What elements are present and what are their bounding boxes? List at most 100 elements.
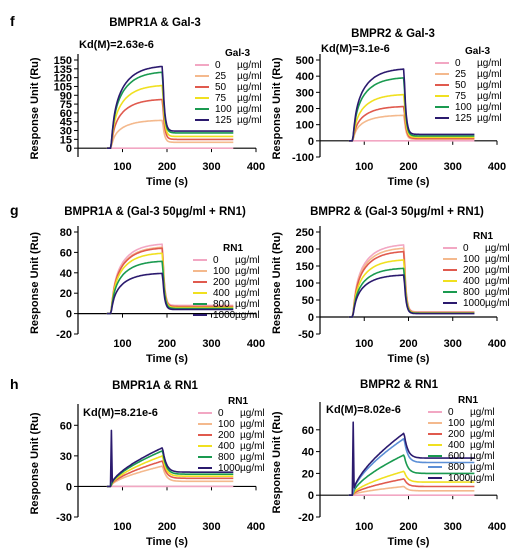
legend-label: 800 — [463, 287, 480, 298]
legend-unit: µg/ml — [240, 419, 265, 430]
legend-title: Gal-3 — [225, 48, 250, 59]
series-line-200 — [106, 460, 234, 488]
legend-label: 100 — [448, 418, 465, 429]
legend-label: 100 — [213, 266, 230, 277]
legend-unit: µg/ml — [477, 58, 502, 69]
series-line-1000 — [106, 429, 234, 488]
y-tick-label: -20 — [298, 512, 314, 524]
y-tick-label: 200 — [296, 104, 314, 116]
y-tick-label: 0 — [308, 136, 314, 148]
series-line-400 — [348, 259, 475, 318]
y-tick-label: 30 — [60, 451, 72, 463]
y-tick-label: 60 — [60, 420, 72, 432]
y-axis-label: Response Unit (Ru) — [29, 412, 41, 514]
legend-label: 0 — [463, 243, 469, 254]
y-tick-label: 0 — [66, 143, 72, 155]
legend-label: 200 — [218, 430, 235, 441]
legend-label: 200 — [448, 429, 465, 440]
series-line-1000 — [348, 274, 475, 318]
legend: RN1 0 µg/ml 100 µg/ml 200 µg/ml 400 µg/ml 600 µg/m… — [428, 395, 495, 484]
legend-unit: µg/ml — [485, 243, 510, 254]
x-tick-label: 300 — [444, 338, 462, 350]
y-tick-label: 15 — [60, 134, 72, 146]
legend-label: 125 — [215, 115, 232, 126]
x-axis-label: Time (s) — [146, 353, 188, 365]
y-tick-label: 500 — [296, 55, 314, 67]
legend-unit: µg/ml — [470, 473, 495, 484]
y-axis-label: Response Unit (Ru) — [271, 232, 283, 334]
legend-unit: µg/ml — [470, 451, 495, 462]
legend-unit: µg/ml — [237, 93, 262, 104]
x-axis-label: Time (s) — [388, 176, 430, 188]
x-tick-label: 300 — [202, 521, 220, 533]
legend-unit: µg/ml — [485, 254, 510, 265]
legend-label: 0 — [218, 408, 224, 419]
y-tick-label: 150 — [54, 55, 72, 67]
x-tick-label: 400 — [488, 161, 506, 173]
legend-unit: µg/ml — [470, 407, 495, 418]
legend-label: 800 — [448, 462, 465, 473]
x-axis-label: Time (s) — [388, 353, 430, 365]
series-line-100 — [348, 77, 475, 142]
chart-title: BMPR2 & RN1 — [360, 379, 439, 391]
legend-unit: µg/ml — [470, 429, 495, 440]
y-tick-label: -100 — [292, 152, 314, 164]
legend: Gal-3 0 µg/ml 25 µg/ml 50 µg/ml 75 µg/ml 100 µg/ml… — [195, 48, 262, 126]
y-axis-label: Response Unit (Ru) — [29, 232, 41, 334]
series-line-50 — [106, 98, 234, 149]
y-tick-label: 90 — [60, 90, 72, 102]
x-tick-label: 100 — [355, 521, 373, 533]
y-tick-label: 0 — [66, 481, 72, 493]
legend-label: 200 — [463, 265, 480, 276]
y-tick-label: 120 — [54, 73, 72, 85]
legend-label: 800 — [213, 299, 230, 310]
x-tick-label: 300 — [444, 161, 462, 173]
legend-label: 100 — [455, 102, 472, 113]
x-tick-label: 400 — [247, 161, 265, 173]
series-line-200 — [348, 478, 475, 496]
legend-unit: µg/ml — [237, 82, 262, 93]
panel-letter: h — [10, 376, 19, 392]
series-line-1000 — [106, 272, 234, 315]
legend-unit: µg/ml — [235, 310, 260, 321]
y-tick-label: 40 — [302, 447, 314, 459]
chart-title: BMPR1A & (Gal-3 50µg/ml + RN1) — [64, 206, 246, 218]
legend-label: 1000 — [218, 463, 241, 474]
legend-label: 1000 — [448, 473, 471, 484]
x-tick-label: 200 — [158, 161, 176, 173]
legend: RN1 0 µg/ml 100 µg/ml 200 µg/ml 400 µg/ml 800 µg/m… — [198, 396, 265, 474]
y-tick-label: 105 — [54, 81, 72, 93]
y-tick-label: -30 — [56, 512, 72, 524]
kd-label: Kd(M)=2.63e-6 — [79, 39, 154, 51]
legend: RN1 0 µg/ml 100 µg/ml 200 µg/ml 400 µg/ml 800 µg/m… — [443, 231, 510, 309]
legend-label: 800 — [218, 452, 235, 463]
legend-unit: µg/ml — [477, 91, 502, 102]
x-tick-label: 100 — [113, 161, 131, 173]
series-line-400 — [106, 455, 234, 488]
series-line-200 — [106, 247, 234, 315]
legend-label: 0 — [215, 60, 221, 71]
legend-label: 600 — [448, 451, 465, 462]
x-tick-label: 400 — [247, 338, 265, 350]
legend-unit: µg/ml — [485, 276, 510, 287]
y-tick-label: 80 — [60, 227, 72, 239]
legend-label: 75 — [215, 93, 227, 104]
legend-label: 50 — [455, 80, 467, 91]
legend-label: 100 — [215, 104, 232, 115]
series-line-800 — [106, 260, 234, 315]
y-tick-label: 135 — [54, 64, 72, 76]
y-tick-label: 0 — [66, 309, 72, 321]
legend-unit: µg/ml — [235, 255, 260, 266]
legend-unit: µg/ml — [240, 463, 265, 474]
legend-unit: µg/ml — [485, 298, 510, 309]
legend-title: RN1 — [473, 231, 493, 242]
x-tick-label: 200 — [399, 161, 417, 173]
legend-unit: µg/ml — [485, 287, 510, 298]
x-tick-label: 300 — [444, 521, 462, 533]
x-tick-label: 200 — [399, 521, 417, 533]
legend-unit: µg/ml — [235, 266, 260, 277]
legend: Gal-3 0 µg/ml 25 µg/ml 50 µg/ml 75 µg/ml 100 µg/ml… — [435, 46, 502, 124]
